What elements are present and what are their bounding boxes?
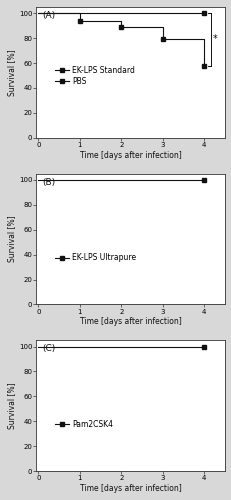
X-axis label: Time [days after infection]: Time [days after infection] bbox=[79, 484, 181, 493]
Legend: Pam2CSK4: Pam2CSK4 bbox=[55, 420, 113, 429]
Text: (B): (B) bbox=[42, 178, 55, 186]
Legend: EK-LPS Ultrapure: EK-LPS Ultrapure bbox=[55, 254, 136, 262]
Text: (A): (A) bbox=[42, 11, 55, 20]
Text: (C): (C) bbox=[42, 344, 55, 353]
Legend: EK-LPS Standard, PBS: EK-LPS Standard, PBS bbox=[55, 66, 134, 86]
X-axis label: Time [days after infection]: Time [days after infection] bbox=[79, 318, 181, 326]
Y-axis label: Survival [%]: Survival [%] bbox=[7, 49, 16, 96]
Text: *: * bbox=[212, 34, 216, 44]
Y-axis label: Survival [%]: Survival [%] bbox=[7, 216, 16, 262]
Y-axis label: Survival [%]: Survival [%] bbox=[7, 382, 16, 429]
X-axis label: Time [days after infection]: Time [days after infection] bbox=[79, 150, 181, 160]
